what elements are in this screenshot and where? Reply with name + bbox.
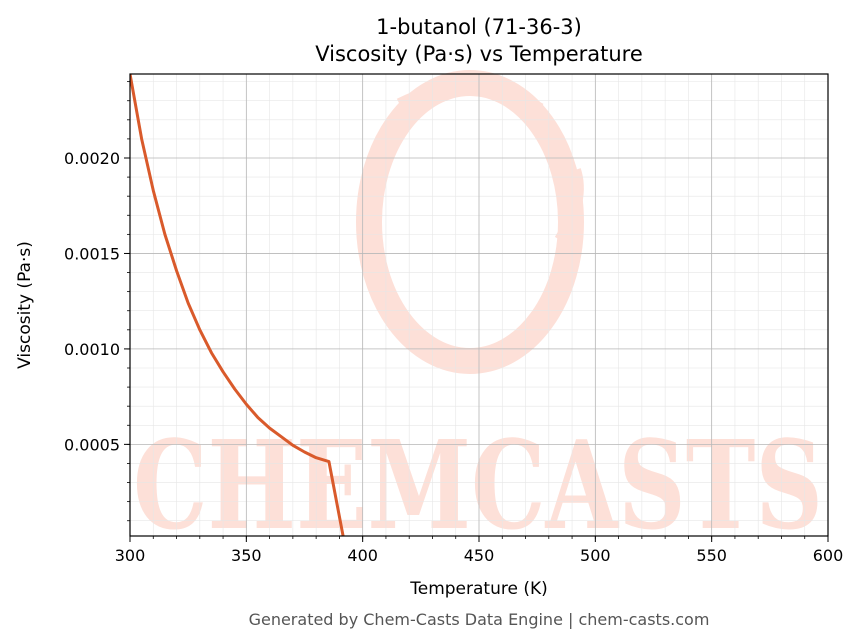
x-tick-label: 400 [347, 546, 378, 565]
y-tick-label: 0.0010 [64, 340, 120, 359]
x-tick-label: 600 [813, 546, 844, 565]
x-tick-label: 350 [231, 546, 262, 565]
x-tick-labels: 300 350 400 450 500 550 600 [115, 546, 844, 565]
y-tick-label: 0.0020 [64, 149, 120, 168]
x-tick-label: 550 [696, 546, 727, 565]
x-axis-label: Temperature (K) [409, 579, 548, 599]
watermark: CHEMCASTS [133, 70, 823, 557]
chart-subtitle: Viscosity (Pa·s) vs Temperature [315, 42, 643, 66]
watermark-text: CHEMCASTS [133, 413, 823, 557]
x-tick-label: 450 [464, 546, 495, 565]
footer-credit: Generated by Chem-Casts Data Engine | ch… [249, 610, 710, 629]
y-axis-label: Viscosity (Pa·s) [15, 241, 35, 369]
x-tick-label: 300 [115, 546, 146, 565]
y-tick-label: 0.0005 [64, 435, 120, 454]
x-tick-label: 500 [580, 546, 611, 565]
y-tick-label: 0.0015 [64, 244, 120, 263]
axis-ticks [124, 81, 829, 542]
y-tick-labels: 0.0005 0.0010 0.0015 0.0020 [64, 149, 120, 454]
series-line-viscosity [130, 74, 345, 536]
watermark-swirl-icon [356, 70, 584, 374]
chart-title: 1-butanol (71-36-3) [376, 15, 582, 39]
